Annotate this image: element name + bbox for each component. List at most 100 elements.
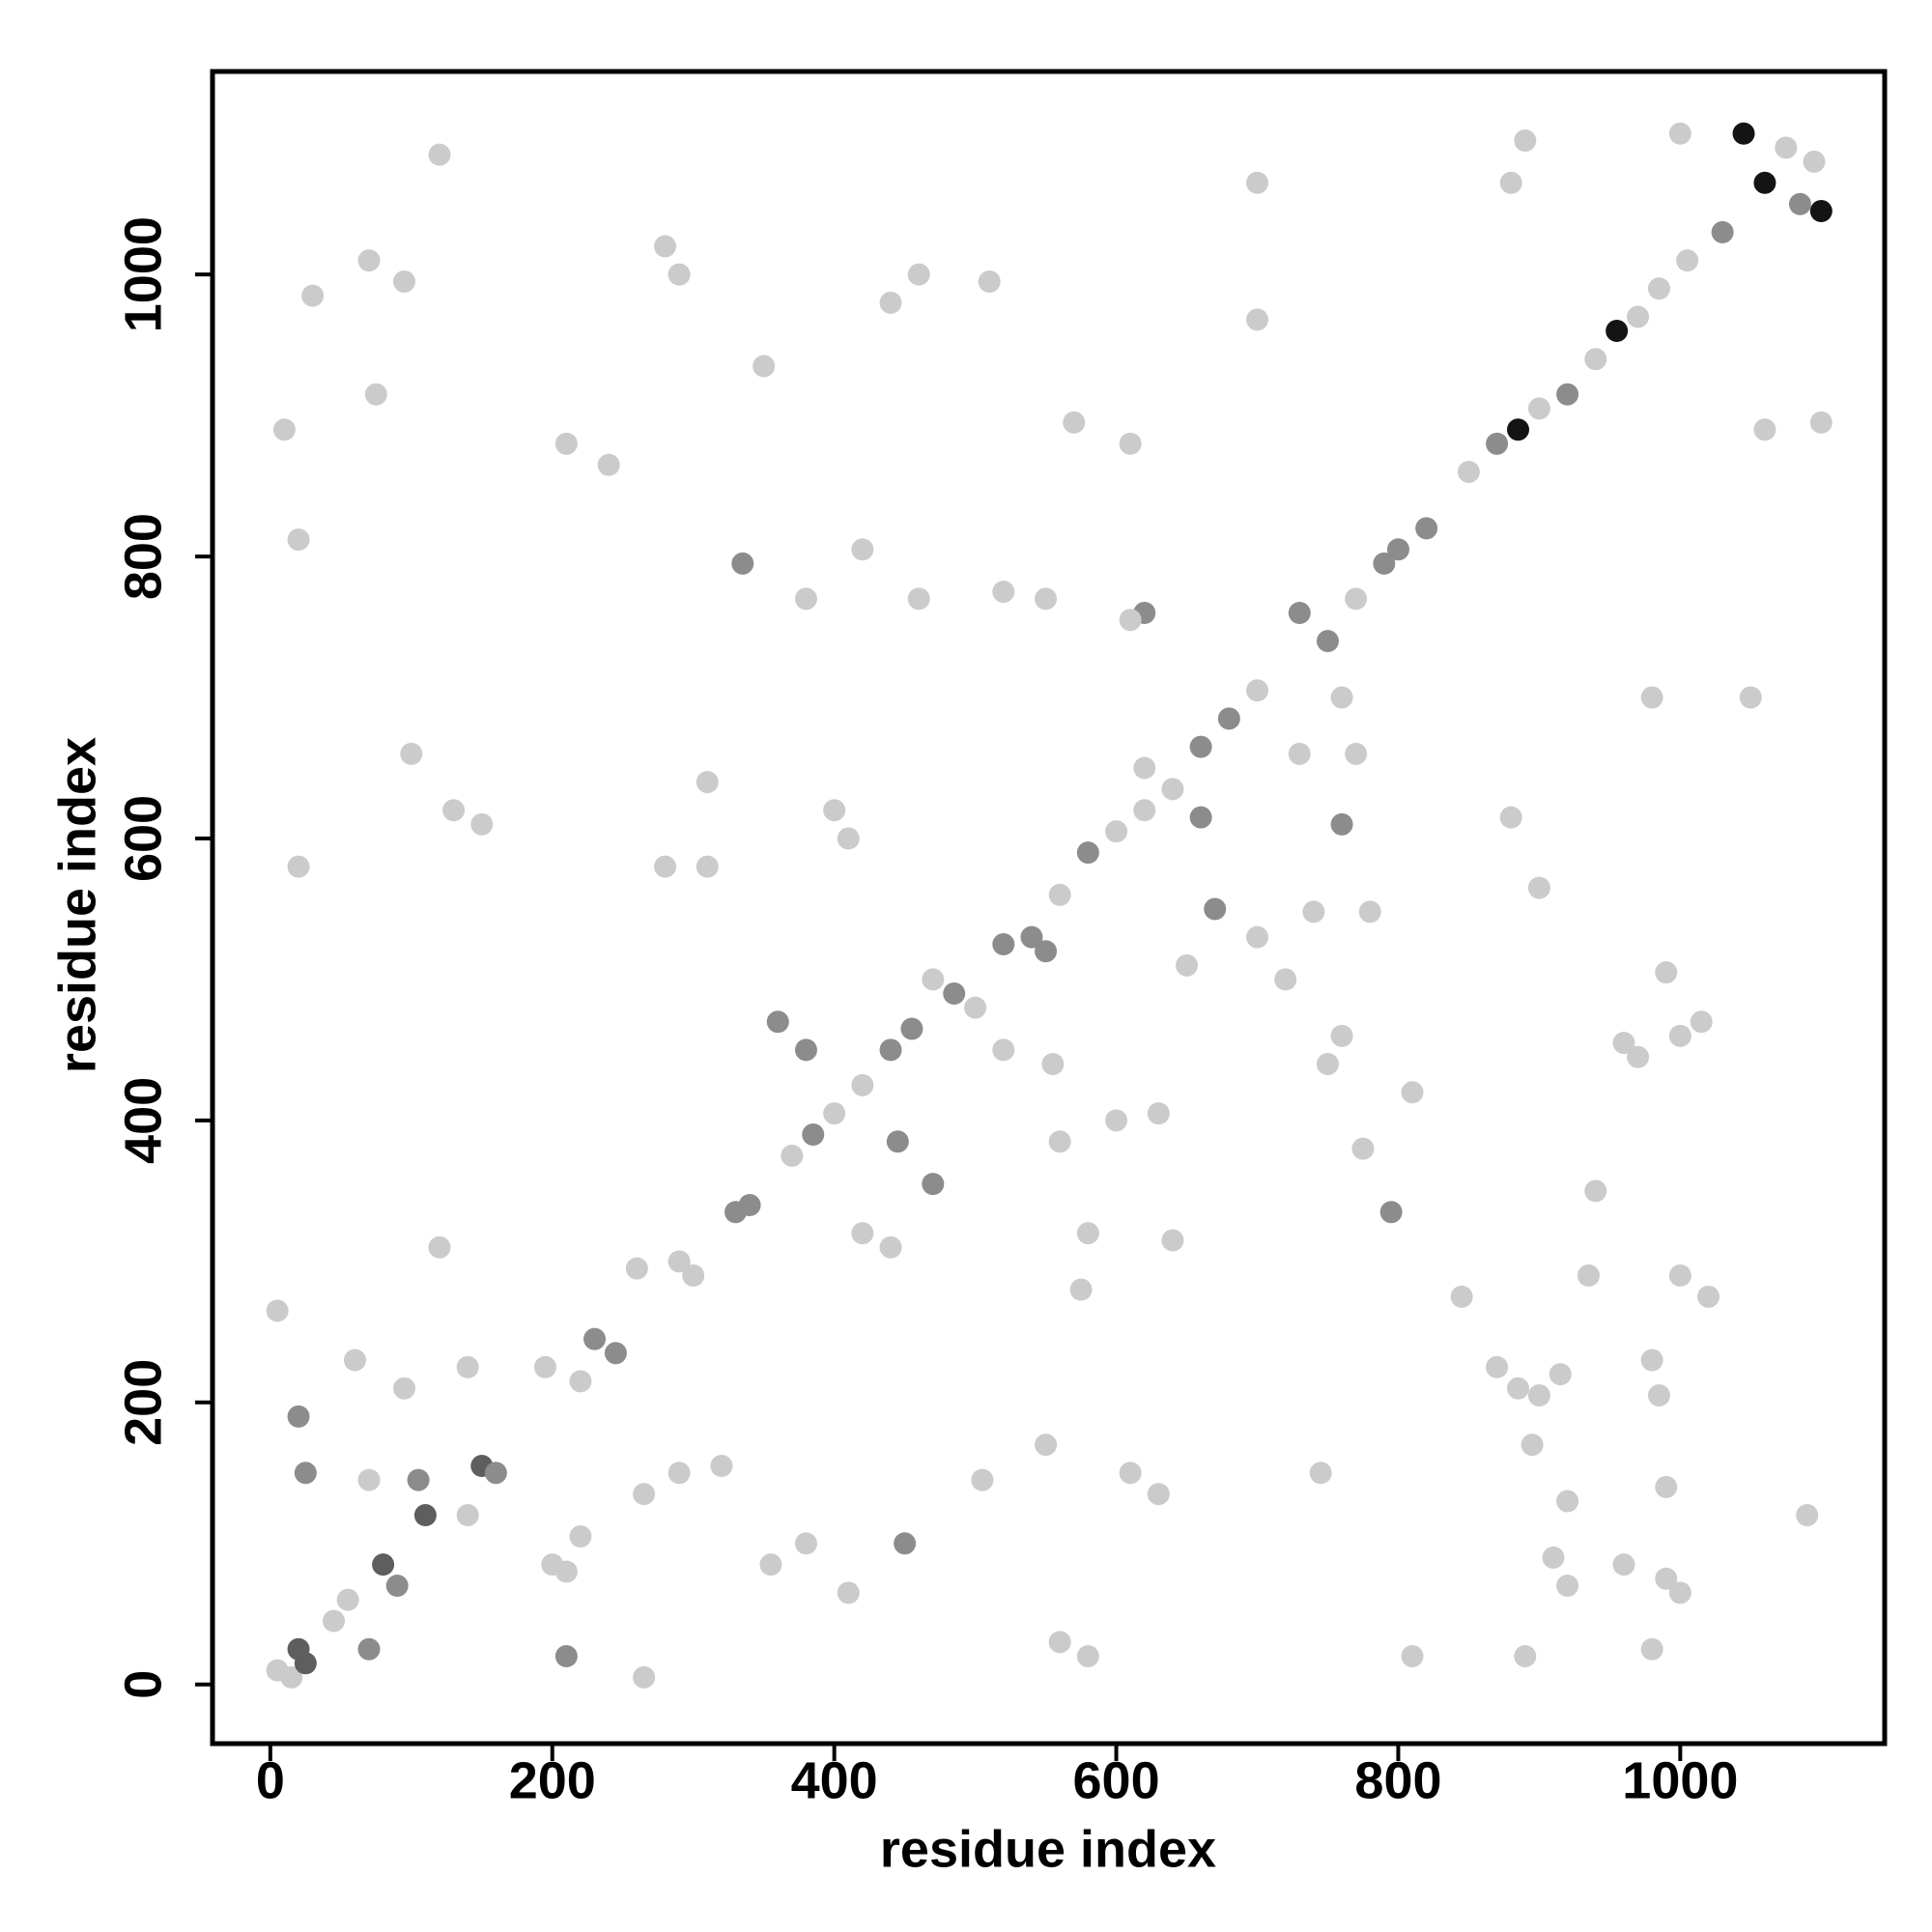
- point: [879, 1038, 902, 1062]
- point: [1668, 1024, 1691, 1047]
- point: [484, 1462, 507, 1485]
- point: [1288, 742, 1311, 765]
- point: [1556, 1575, 1579, 1598]
- point: [992, 581, 1015, 604]
- point: [851, 538, 874, 561]
- point: [823, 799, 846, 822]
- point: [992, 932, 1015, 955]
- point: [625, 1257, 648, 1280]
- point: [1507, 418, 1530, 441]
- y-tick-label: 1000: [114, 216, 172, 332]
- point: [1316, 630, 1339, 653]
- point: [1330, 1024, 1353, 1047]
- point: [1753, 418, 1776, 441]
- point: [1690, 1010, 1713, 1034]
- point: [907, 587, 930, 611]
- point: [1788, 192, 1811, 215]
- point: [1401, 1081, 1424, 1104]
- point: [1507, 1377, 1530, 1400]
- point: [1668, 122, 1691, 145]
- point: [1514, 1645, 1537, 1668]
- point: [1527, 1383, 1550, 1406]
- point: [879, 1236, 902, 1259]
- point: [633, 1483, 656, 1506]
- point: [385, 1575, 409, 1598]
- point: [407, 1468, 430, 1492]
- point: [1035, 1434, 1058, 1457]
- point: [943, 982, 966, 1006]
- point: [1048, 883, 1071, 906]
- point: [1274, 968, 1297, 991]
- point: [364, 383, 387, 406]
- point: [794, 587, 817, 611]
- point: [301, 284, 325, 307]
- x-tick-label: 1000: [1622, 1751, 1738, 1809]
- point: [1189, 806, 1212, 829]
- point: [323, 1609, 346, 1633]
- point: [1577, 1264, 1600, 1287]
- point: [907, 263, 930, 286]
- point: [1640, 1349, 1663, 1372]
- point: [1105, 1109, 1128, 1132]
- point: [710, 1454, 733, 1477]
- point: [992, 1038, 1015, 1062]
- point: [668, 1462, 691, 1485]
- point: [1330, 812, 1353, 836]
- point: [1302, 900, 1325, 923]
- point: [1612, 1553, 1635, 1577]
- point: [1548, 1363, 1572, 1386]
- point: [668, 1250, 691, 1273]
- point: [1584, 348, 1607, 371]
- point: [900, 1017, 923, 1040]
- point: [1063, 411, 1086, 434]
- x-axis-label: residue index: [880, 1820, 1216, 1878]
- point: [1147, 1483, 1170, 1506]
- point: [1457, 461, 1480, 484]
- point: [1514, 129, 1537, 153]
- point: [1499, 806, 1522, 829]
- point: [1246, 171, 1269, 194]
- point: [1309, 1462, 1332, 1485]
- point: [294, 1462, 317, 1485]
- point: [569, 1524, 592, 1548]
- point: [1105, 820, 1128, 843]
- point: [1345, 742, 1368, 765]
- point: [879, 291, 902, 314]
- point: [1069, 1278, 1093, 1301]
- x-tick-label: 0: [256, 1751, 285, 1809]
- point: [1486, 432, 1509, 455]
- point: [583, 1327, 607, 1350]
- x-tick-label: 400: [791, 1751, 878, 1809]
- point: [837, 827, 860, 850]
- point: [1520, 1434, 1544, 1457]
- point: [668, 263, 691, 286]
- point: [1415, 517, 1438, 540]
- point: [1379, 1201, 1403, 1224]
- point: [971, 1468, 994, 1492]
- point: [1076, 1222, 1099, 1245]
- point: [357, 1637, 381, 1661]
- point: [851, 1222, 874, 1245]
- point: [654, 235, 677, 258]
- point: [1048, 1130, 1071, 1153]
- point: [1358, 900, 1381, 923]
- point: [1316, 1053, 1339, 1076]
- point: [802, 1122, 825, 1146]
- point: [886, 1130, 909, 1153]
- point: [851, 1073, 874, 1096]
- x-tick-label: 600: [1073, 1751, 1160, 1809]
- point: [1035, 587, 1058, 611]
- point: [1035, 940, 1058, 963]
- point: [554, 1560, 578, 1583]
- point: [837, 1581, 860, 1605]
- point: [400, 742, 423, 765]
- point: [1119, 1462, 1142, 1485]
- point: [336, 1588, 359, 1611]
- point: [1147, 1102, 1170, 1125]
- point: [1640, 1637, 1663, 1661]
- point: [1655, 1567, 1678, 1590]
- point: [1668, 1264, 1691, 1287]
- point: [272, 418, 296, 441]
- point: [428, 143, 451, 166]
- point: [1076, 1645, 1099, 1668]
